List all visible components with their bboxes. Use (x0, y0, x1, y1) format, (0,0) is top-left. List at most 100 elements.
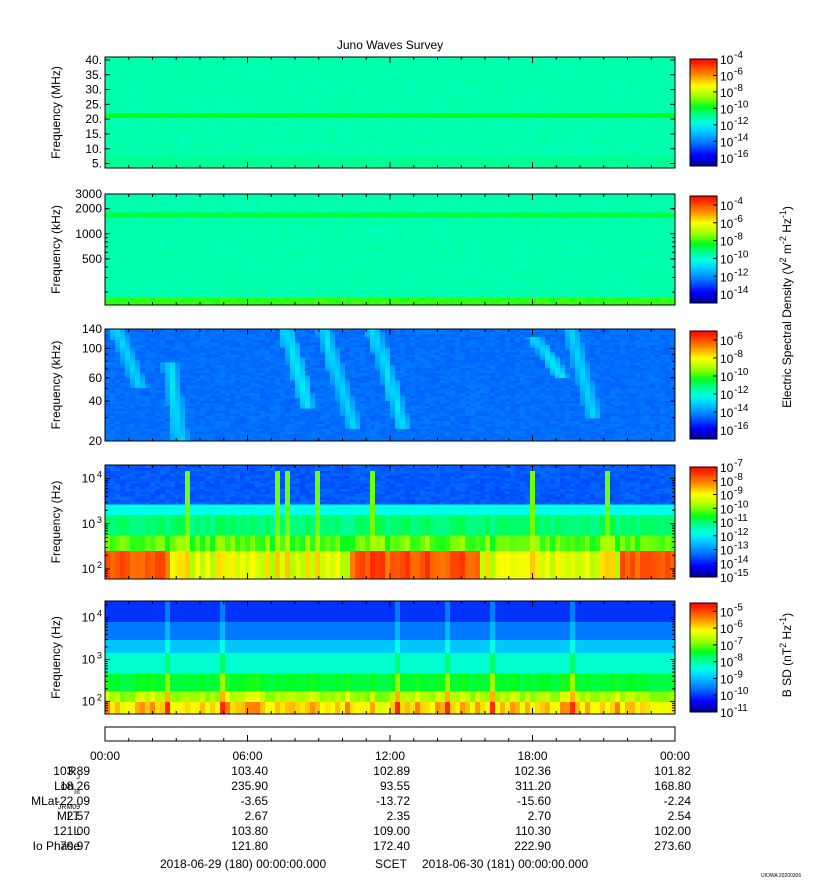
ytick-label: 2000 (75, 202, 102, 216)
ephemeris-value: 110.30 (515, 824, 551, 838)
ytick-label: 100 (82, 341, 102, 355)
ytick-exponent: 3 (97, 515, 102, 525)
colorbar-p1 (690, 59, 717, 166)
ytick-label: 10. (85, 142, 102, 156)
ytick-label: 40 (89, 394, 103, 408)
chart-title: Juno Waves Survey (337, 38, 443, 52)
ytick-label: 10 (82, 653, 96, 667)
colorbar-tick-base: 10 (720, 689, 734, 703)
ytick-label: 3000 (75, 187, 102, 201)
ephemeris-value: 102.36 (514, 764, 551, 778)
colorbar-tick-exponent: -8 (734, 349, 743, 360)
panel-p1: 5.10.15.20.25.30.35.40.Frequency (MHz)10… (49, 50, 749, 171)
ephemeris-value: 168.80 (654, 779, 691, 793)
colorbar-tick-exponent: -8 (734, 83, 743, 94)
yaxis-label-p5: Frequency (Hz) (49, 616, 63, 699)
spectrogram-p1 (105, 57, 676, 169)
ytick-label: 10 (82, 472, 96, 486)
ephemeris-value: 2.54 (668, 809, 692, 823)
ytick-label: 5. (92, 157, 102, 171)
ephemeris-value: 103.89 (53, 764, 90, 778)
colorbar-tick-exponent: -8 (734, 232, 743, 243)
ephemeris-value: 93.55 (380, 779, 410, 793)
colorbar-tick-base: 10 (720, 135, 734, 149)
colorbar-tick-base: 10 (720, 235, 734, 249)
ephemeris-value: -15.60 (517, 794, 551, 808)
ephemeris-value: 311.20 (515, 779, 551, 793)
ephemeris-value: 273.60 (654, 839, 691, 853)
spectrogram-p3 (105, 329, 676, 442)
colorbar-label-electric: Electric Spectral Density (V2 m-2 Hz-1) (778, 206, 794, 408)
colorbar-tick-exponent: -14 (734, 554, 749, 565)
colorbar-tick-exponent: -12 (734, 267, 749, 278)
colorbar-label-magnetic: B SD (nT2 Hz-1) (778, 613, 794, 697)
colorbar-tick-base: 10 (720, 557, 734, 571)
colorbar-tick-exponent: -4 (734, 196, 743, 207)
ephemeris-value: 18.26 (60, 779, 90, 793)
colorbar-tick-base: 10 (720, 424, 734, 438)
colorbar-tick-base: 10 (720, 152, 734, 166)
ephemeris-value: 109.00 (373, 824, 410, 838)
colorbar-tick-base: 10 (720, 69, 734, 83)
colorbar-tick-exponent: -10 (734, 249, 749, 260)
yaxis-label-p2: Frequency (kHz) (49, 205, 63, 294)
ephemeris-value: -22.09 (56, 794, 90, 808)
spectrogram-p4 (105, 465, 676, 580)
colorbar-tick-base: 10 (720, 270, 734, 284)
ephemeris-value: 121.80 (231, 839, 268, 853)
colorbar-tick-exponent: -10 (734, 367, 749, 378)
time-tick-label: 18:00 (517, 749, 547, 763)
ephemeris-value: 2.35 (387, 809, 411, 823)
ytick-label: 20 (89, 434, 103, 448)
footer-start-date: 2018-06-29 (180) 00:00:00.000 (160, 857, 326, 871)
ephemeris-value: 2.57 (67, 809, 91, 823)
footer-scet-label: SCET (375, 857, 408, 871)
colorbar-p5 (690, 603, 717, 712)
ytick-label: 1000 (75, 227, 102, 241)
colorbar-tick-exponent: -8 (734, 472, 743, 483)
spectrogram-p5 (105, 601, 676, 715)
colorbar-tick-exponent: -10 (734, 99, 749, 110)
time-tick-label: 12:00 (375, 749, 405, 763)
colorbar-tick-exponent: -6 (734, 66, 743, 77)
colorbar-tick-exponent: -5 (734, 602, 743, 613)
time-tick-label: 00:00 (90, 749, 120, 763)
ytick-label: 40. (85, 53, 102, 67)
colorbar-tick-exponent: -12 (734, 527, 749, 538)
ephemeris-value: 101.82 (654, 764, 691, 778)
colorbar-tick-base: 10 (720, 370, 734, 384)
ephemeris-value: -13.72 (376, 794, 410, 808)
ytick-label: 15. (85, 127, 102, 141)
colorbar-tick-base: 10 (720, 102, 734, 116)
colorbar-tick-base: 10 (720, 86, 734, 100)
ytick-exponent: 4 (97, 609, 102, 619)
colorbar-tick-exponent: -15 (734, 568, 749, 579)
colorbar-tick-exponent: -16 (734, 149, 749, 160)
colorbar-tick-base: 10 (720, 217, 734, 231)
ephemeris-value: 2.70 (528, 809, 552, 823)
ephemeris-value: 102.89 (373, 764, 410, 778)
colorbar-tick-base: 10 (720, 622, 734, 636)
colorbar-tick-base: 10 (720, 544, 734, 558)
colorbar-tick-base: 10 (720, 252, 734, 266)
time-axis: 00:00 06:00 12:00 18:00 00:00 (90, 727, 690, 763)
colorbar-tick-base: 10 (720, 530, 734, 544)
colorbar-tick-base: 10 (720, 639, 734, 653)
ephemeris-value: 235.90 (231, 779, 268, 793)
colorbar-tick-exponent: -8 (734, 653, 743, 664)
colorbar-tick-base: 10 (720, 199, 734, 213)
footer-end-date: 2018-06-30 (181) 00:00:00.000 (422, 857, 588, 871)
ytick-exponent: 4 (97, 470, 102, 480)
colorbar-tick-base: 10 (720, 288, 734, 302)
ytick-label: 10 (82, 517, 96, 531)
time-tick-label: 06:00 (232, 749, 262, 763)
colorbar-tick-base: 10 (720, 461, 734, 475)
yaxis-label-p3: Frequency (kHz) (49, 341, 63, 430)
colorbar-tick-exponent: -7 (734, 458, 743, 469)
ytick-label: 10 (82, 562, 96, 576)
colorbar-tick-base: 10 (720, 656, 734, 670)
ephemeris-value: 121.00 (53, 824, 90, 838)
